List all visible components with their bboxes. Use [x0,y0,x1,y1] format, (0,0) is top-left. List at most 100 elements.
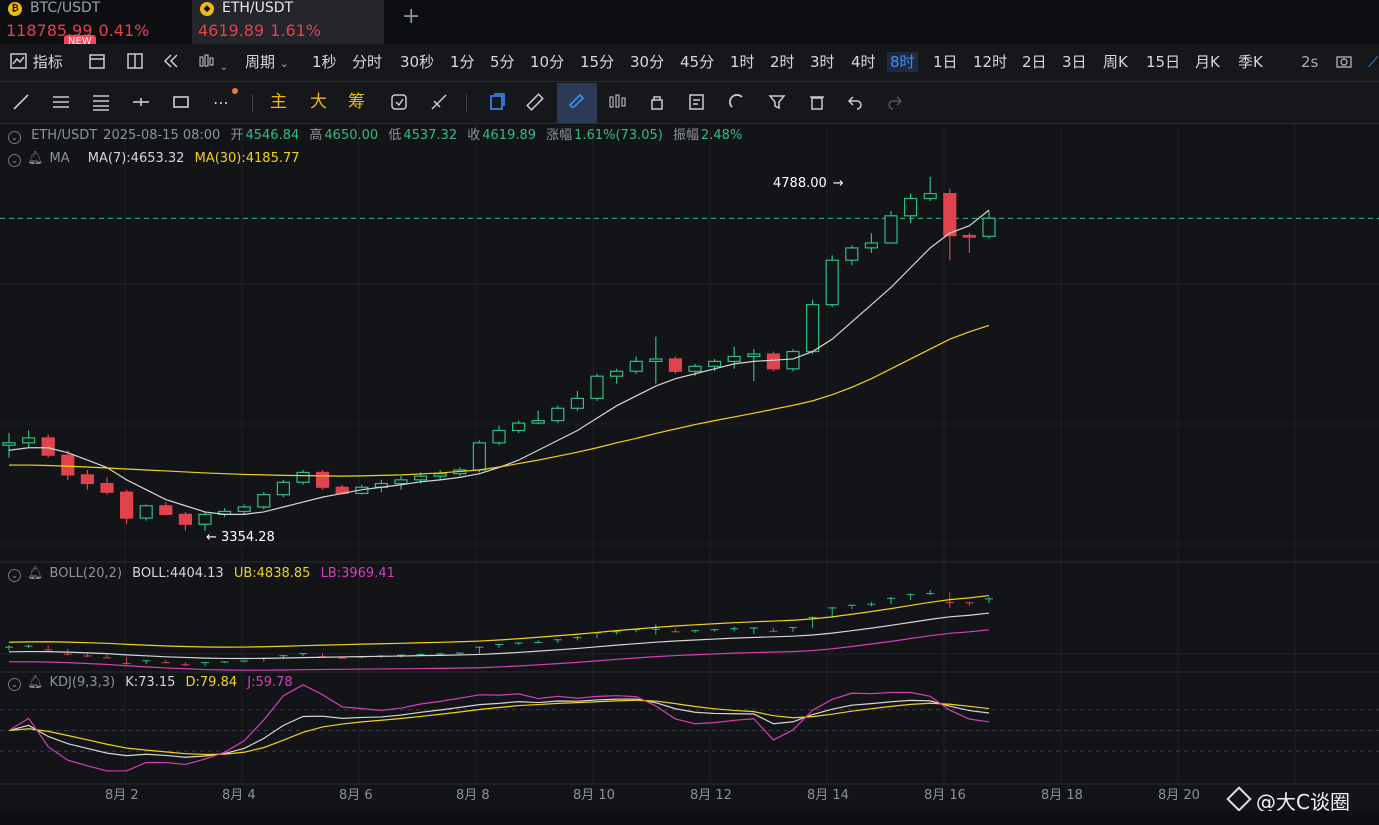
high-value: 4650.00 [324,128,379,143]
fib-lines-icon[interactable] [90,92,112,114]
collapse-icon[interactable]: ⌄ [8,154,21,167]
camera-icon[interactable] [1335,52,1353,75]
interval-3h[interactable]: 3时 [810,53,835,71]
kdj-k-value: K:73.15 [125,675,176,690]
magnet-icon[interactable] [726,92,748,114]
interval-8h[interactable]: 8时 [887,52,918,72]
amplitude-label: 振幅 [672,128,699,143]
bell-icon: 🔔︎ [27,566,44,581]
period-dropdown[interactable]: 周期 ⌄ [245,53,290,71]
candle-body [629,360,643,372]
interval-4h[interactable]: 4时 [851,53,876,71]
replay-icon[interactable] [162,52,180,75]
close-value: 4619.89 [482,128,537,143]
candle-body [943,193,957,237]
more-tools-icon[interactable]: ⋯ [210,88,238,114]
collapse-icon[interactable]: ⌄ [8,569,21,582]
divider [252,94,253,112]
candle-body [492,429,506,444]
interval-week[interactable]: 周K [1103,53,1128,71]
interval-30m[interactable]: 30分 [630,53,665,71]
x-axis-tick-label: 8月 14 [807,788,849,803]
x-axis-tick-label: 8月 2 [105,788,139,803]
collapse-icon[interactable]: ⌄ [8,678,21,691]
ohlc-legend: ⌄ ETH/USDT 2025-08-15 08:00 开 4546.84 高 465… [8,128,748,144]
interval-1d[interactable]: 1日 [933,53,958,71]
filter-icon[interactable] [766,92,788,114]
bottom-bar [0,811,1379,825]
tab-change: 1.61% [270,21,321,40]
rectangle-icon[interactable] [170,92,192,114]
candle-body [237,506,251,513]
interval-30s[interactable]: 30秒 [400,53,435,71]
copy-icon[interactable] [486,92,508,114]
close-label: 收 [467,128,481,143]
collapse-icon[interactable]: ⌄ [8,131,21,144]
interval-month[interactable]: 月K [1195,53,1220,71]
horizontal-line-icon[interactable] [130,92,152,114]
candle-body [139,505,153,519]
candles-icon[interactable] [606,92,628,114]
candle-body [727,355,741,363]
interval-2h[interactable]: 2时 [770,53,795,71]
interval-2d[interactable]: 2日 [1022,53,1047,71]
candle-body [414,475,428,481]
main-chart-toggle[interactable]: 主 [270,92,287,112]
interval-15d[interactable]: 15日 [1146,53,1181,71]
measure-icon[interactable] [428,92,450,114]
interval-15m[interactable]: 15分 [580,53,615,71]
candle-body [551,407,565,422]
indicator-icon [10,53,27,69]
ruler-icon[interactable] [524,92,546,114]
interval-5m[interactable]: 5分 [490,53,515,71]
draw-mode-icon[interactable] [557,83,597,123]
pen-icon[interactable]: ⟋ [1368,53,1379,71]
add-tab-button[interactable]: + [402,4,421,29]
open-label: 开 [230,128,244,143]
chips-toggle[interactable]: 筹 [348,92,365,112]
big-orders-toggle[interactable]: 大 [310,92,327,112]
kdj-legend: ⌄ 🔔︎ KDJ(9,3,3) K:73.15 D:79.84 J:59.78 [8,675,299,691]
price-chart[interactable] [0,124,1379,811]
candle-body [766,353,781,370]
legend-symbol: ETH/USDT [31,128,98,143]
edit-note-icon[interactable] [686,92,708,114]
candle-body [805,304,820,353]
candle-body [178,513,192,525]
interval-45m[interactable]: 45分 [680,53,715,71]
trend-line-icon[interactable] [10,92,32,114]
trash-icon[interactable] [806,92,828,114]
redo-icon[interactable] [884,92,906,114]
sync-icon[interactable] [388,92,410,114]
interval-1s[interactable]: 1秒 [312,53,337,71]
candle-body [649,358,663,363]
tab-btc-usdt[interactable]: ₿ BTC/USDT 118785.99 0.41% NEW [0,0,190,49]
lock-icon[interactable] [646,92,668,114]
candle-body [884,215,898,244]
chart-type-dropdown[interactable]: ⌄ [197,52,228,78]
ethereum-icon: ◆ [200,2,214,16]
calendar-icon[interactable] [88,52,106,75]
candle-body [511,422,526,432]
layout-icon[interactable] [126,52,144,75]
tab-eth-usdt[interactable]: ◆ ETH/USDT 4619.89 1.61% [192,0,384,44]
candle-body [100,482,114,493]
interval-1h[interactable]: 1时 [730,53,755,71]
undo-icon[interactable] [844,92,866,114]
interval-timeline[interactable]: 分时 [352,53,383,71]
candle-body [707,360,722,367]
interval-quarter[interactable]: 季K [1238,53,1263,71]
boll-value: BOLL:4404.13 [132,566,224,581]
interval-1m[interactable]: 1分 [450,53,475,71]
refresh-interval[interactable]: 2s [1301,53,1319,71]
parallel-channel-icon[interactable] [50,92,72,114]
chart-area[interactable]: ⌄ ETH/USDT 2025-08-15 08:00 开 4546.84 高 465… [0,124,1379,811]
drawing-toolbar: ⋯ 主 大 筹 [0,82,1379,124]
interval-3d[interactable]: 3日 [1062,53,1087,71]
chevron-down-icon: ⌄ [279,57,290,70]
interval-12h[interactable]: 12时 [973,53,1008,71]
candle-body [864,242,879,249]
ma30-value: MA(30):4185.77 [194,151,300,166]
indicator-button[interactable]: 指标 [10,52,63,72]
interval-10m[interactable]: 10分 [530,53,565,71]
